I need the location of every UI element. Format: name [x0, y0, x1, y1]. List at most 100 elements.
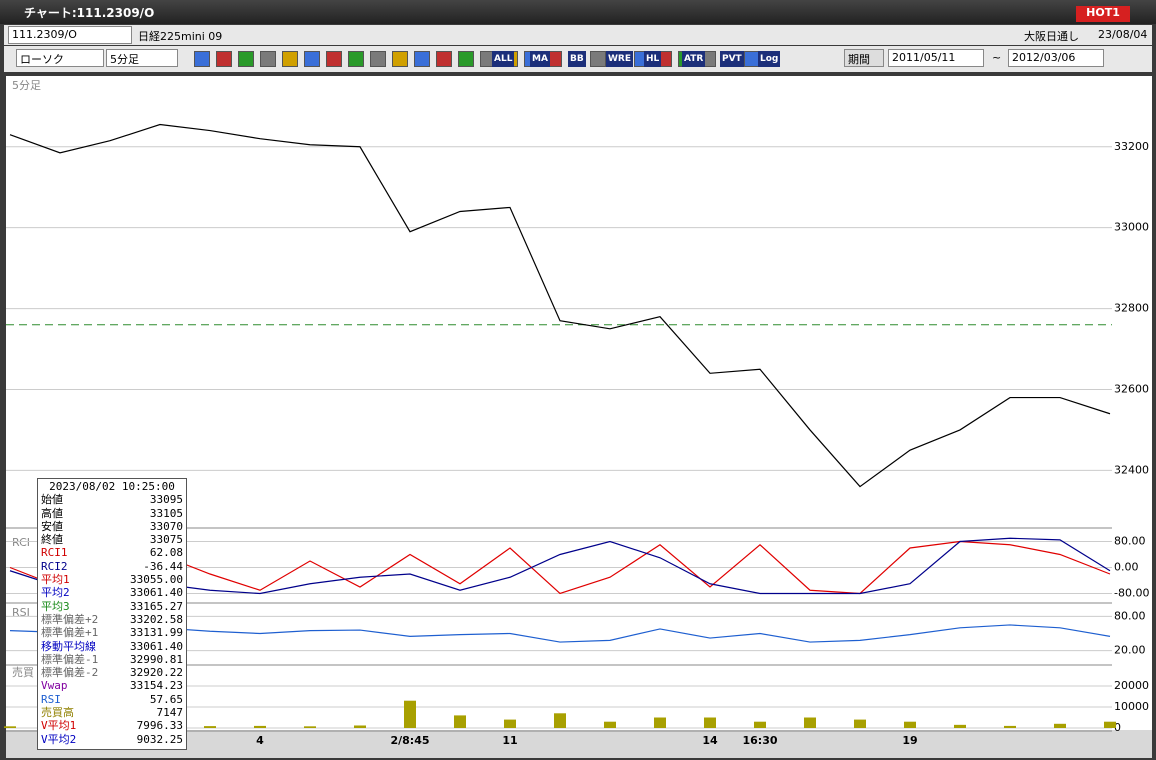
to-date[interactable]: 2012/03/06: [1008, 49, 1104, 67]
tool-icon[interactable]: [282, 51, 298, 67]
info-label: 始値: [41, 493, 63, 507]
info-row: 移動平均線 33061.40: [41, 640, 183, 653]
info-row: 平均2 33061.40: [41, 586, 183, 599]
tool-icon[interactable]: [216, 51, 232, 67]
x-tick-label: 16:30: [742, 734, 777, 747]
info-value: 33131.99: [130, 626, 183, 640]
volume-bar: [1104, 721, 1116, 728]
tool-icon[interactable]: [194, 51, 210, 67]
toolbar-2: ローソク 5分足 期間 2011/05/11 ~ 2012/03/06 ALL M…: [4, 46, 1152, 72]
volume-bar: [654, 717, 666, 728]
hot-button[interactable]: HOT1: [1076, 6, 1130, 22]
tool-button[interactable]: Log: [758, 51, 781, 67]
tool-icon[interactable]: [392, 51, 408, 67]
volume-bar: [704, 717, 716, 728]
volume-bar: [454, 715, 466, 728]
info-row: V平均2 9032.25: [41, 733, 183, 746]
axis-area: [1112, 76, 1152, 730]
x-tick-label: 14: [702, 734, 718, 747]
tool-button[interactable]: WRE: [606, 51, 634, 67]
volume-bar: [304, 726, 316, 728]
chart-type-select[interactable]: ローソク: [16, 49, 104, 67]
info-value: 9032.25: [136, 732, 183, 746]
y-tick-label: 0.00: [1114, 561, 1139, 574]
info-value: 33061.40: [130, 639, 183, 653]
tool-icon[interactable]: [436, 51, 452, 67]
tool-icon[interactable]: [238, 51, 254, 67]
tool-icon[interactable]: [370, 51, 386, 67]
period-button[interactable]: 期間: [844, 49, 884, 67]
info-label: 移動平均線: [41, 639, 96, 653]
info-value: 7996.33: [136, 719, 183, 733]
volume-bar: [904, 721, 916, 728]
info-label: V平均2: [41, 732, 77, 746]
tool-icon[interactable]: [326, 51, 342, 67]
tool-button[interactable]: PVT: [720, 51, 744, 67]
info-value: -36.44: [143, 559, 183, 573]
series-line: [9, 537, 1111, 595]
panel-label: 5分足: [12, 79, 41, 92]
volume-bar: [804, 717, 816, 728]
info-row: 高値 33105: [41, 507, 183, 520]
info-label: 売買高: [41, 706, 74, 720]
info-value: 57.65: [149, 692, 183, 706]
y-tick-label: 0: [1114, 721, 1121, 734]
tool-icon[interactable]: [304, 51, 320, 67]
tool-button[interactable]: HL: [644, 51, 662, 67]
symbol-name: 日経225mini 09: [138, 30, 223, 43]
tool-button[interactable]: MA: [530, 51, 550, 67]
info-value: 32990.81: [130, 652, 183, 666]
info-value: 33202.58: [130, 612, 183, 626]
volume-bar: [1054, 723, 1066, 728]
volume-bar: [254, 725, 266, 728]
from-date[interactable]: 2011/05/11: [888, 49, 984, 67]
symbol-box[interactable]: 111.2309/O: [8, 26, 132, 44]
tool-icon[interactable]: [590, 51, 606, 67]
info-value: 33165.27: [130, 599, 183, 613]
info-label: 標準偏差+2: [41, 612, 99, 626]
info-value: 33095: [149, 493, 183, 507]
tool-icon[interactable]: [260, 51, 276, 67]
y-tick-label: 80.00: [1114, 609, 1146, 622]
info-label: 標準偏差-1: [41, 652, 99, 666]
volume-bar: [1004, 725, 1016, 728]
tool-icon[interactable]: [458, 51, 474, 67]
tool-button[interactable]: ALL: [492, 51, 515, 67]
volume-bar: [754, 721, 766, 728]
y-tick-label: 10000: [1114, 700, 1149, 713]
panel-label: 売買: [12, 666, 34, 679]
tool-button[interactable]: ATR: [682, 51, 706, 67]
info-row: 標準偏差-1 32990.81: [41, 653, 183, 666]
info-label: 安値: [41, 519, 63, 533]
info-value: 33061.40: [130, 586, 183, 600]
info-label: RCI1: [41, 546, 68, 560]
info-value: 33154.23: [130, 679, 183, 693]
info-row: Vwap 33154.23: [41, 679, 183, 692]
series-line: [9, 624, 1111, 643]
y-tick-label: 20.00: [1114, 644, 1146, 657]
tool-icon[interactable]: [348, 51, 364, 67]
volume-bar: [954, 724, 966, 728]
x-axis-strip: [6, 730, 1152, 758]
y-tick-label: 80.00: [1114, 535, 1146, 548]
info-value: 33055.00: [130, 573, 183, 587]
info-panel: 2023/08/02 10:25:00 始値 33095 高値 33105 安値 3307…: [37, 478, 187, 750]
info-label: 高値: [41, 506, 63, 520]
info-row: 終値 33075: [41, 533, 183, 546]
info-row: RCI1 62.08: [41, 546, 183, 559]
info-value: 62.08: [149, 546, 183, 560]
info-label: 平均3: [41, 599, 70, 613]
tool-button[interactable]: BB: [568, 51, 586, 67]
interval-select[interactable]: 5分足: [106, 49, 178, 67]
tool-icon[interactable]: [414, 51, 430, 67]
info-row: 安値 33070: [41, 520, 183, 533]
y-tick-label: 32800: [1114, 302, 1149, 315]
x-tick-label: 4: [256, 734, 264, 747]
info-label: 平均1: [41, 573, 70, 587]
series-line: [9, 123, 1111, 488]
volume-bar: [504, 719, 516, 728]
info-row: 平均1 33055.00: [41, 573, 183, 586]
info-row: V平均1 7996.33: [41, 719, 183, 732]
y-tick-label: 20000: [1114, 679, 1149, 692]
